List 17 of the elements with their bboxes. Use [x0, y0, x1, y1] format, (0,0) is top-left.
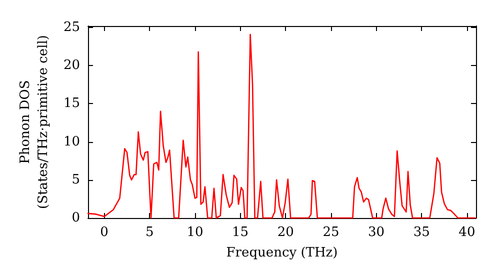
- y-tick-label: 0: [72, 210, 80, 226]
- x-tick-label: 5: [146, 225, 154, 240]
- x-tick-label: 20: [277, 225, 294, 240]
- x-tick-label: 0: [100, 225, 108, 240]
- y-axis-title: Phonon DOS (States/THz·primitive cell): [18, 34, 52, 210]
- y-tick-label: 15: [63, 96, 80, 112]
- x-tick-label: 35: [413, 225, 430, 240]
- x-tick-label: 15: [232, 225, 249, 240]
- y-tick-label: 5: [72, 172, 80, 188]
- y-tick-label: 25: [63, 20, 80, 36]
- y-tick-label: 20: [63, 58, 80, 74]
- x-tick-label: 30: [368, 225, 385, 240]
- x-tick-label: 40: [458, 225, 476, 240]
- x-tick-label: 10: [186, 225, 204, 240]
- x-axis-title: Frequency (THz): [226, 245, 338, 260]
- x-tick-label: 25: [322, 225, 340, 240]
- y-tick-label: 10: [63, 134, 80, 150]
